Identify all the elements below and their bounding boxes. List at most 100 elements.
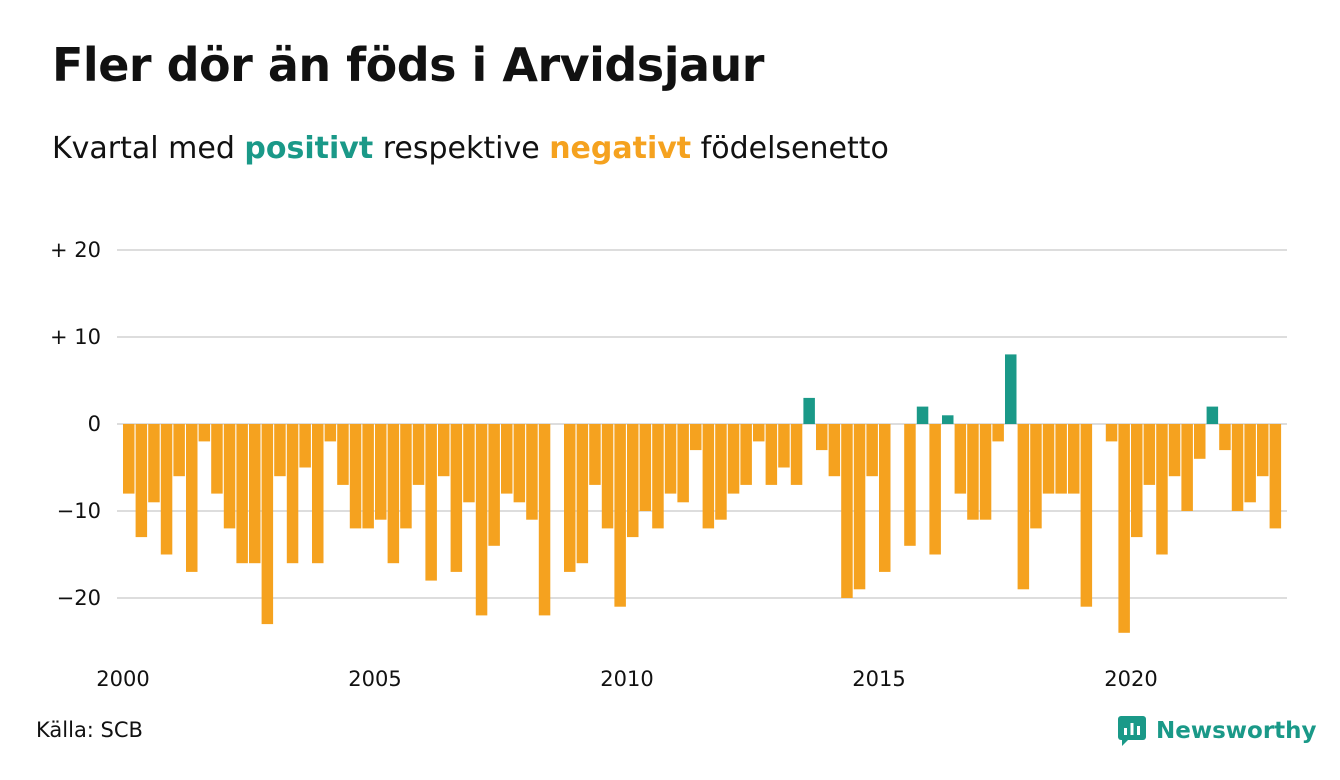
bar-negative [639,424,652,511]
bar-negative [274,424,286,477]
bar-negative [992,424,1004,442]
subtitle-negative-word: negativt [549,131,692,166]
bar-negative [450,424,463,572]
bar-negative [790,424,803,485]
bar-negative [816,424,828,451]
bar-negative [853,424,866,590]
bar-negative [954,424,967,494]
bar-positive [916,406,929,424]
bar-negative [249,424,261,564]
bar-negative [1042,424,1055,494]
bar-negative [526,424,538,520]
bar-negative [967,424,979,520]
bar-negative [753,424,765,442]
bar-negative [715,424,727,520]
subtitle-post: födelsenetto [691,131,889,166]
x-tick-label: 2010 [600,667,653,691]
subtitle-pre: Kvartal med [52,131,245,166]
x-axis-ticks: 2000 2005 2010 2015 2020 [96,667,1157,691]
bar-negative [841,424,853,598]
bar-negative [475,424,488,616]
bar-negative [1168,424,1181,477]
bar-negative [690,424,702,451]
bar-negative [211,424,223,494]
bar-negative [576,424,589,564]
bar-negative [501,424,513,494]
y-tick-label: + 20 [50,238,101,262]
bar-negative [198,424,211,442]
bar-negative [778,424,790,468]
subtitle-positive-word: positivt [244,131,374,166]
bar-negative [765,424,778,485]
bar-negative [1080,424,1093,607]
brand-logo[interactable]: Newsworthy [1118,714,1317,748]
bar-positive [803,397,815,424]
y-tick-label: 0 [88,412,101,436]
bar-negative [1143,424,1156,485]
bar-negative [148,424,160,503]
bar-negative [627,424,639,538]
bar-negative [979,424,992,520]
bar-negative [412,424,425,485]
bar-negative [513,424,526,503]
bar-negative [425,424,437,581]
bar-positive [1005,354,1017,424]
bar-negative [1131,424,1143,538]
bar-negative [463,424,475,503]
y-tick-label: + 10 [50,325,101,349]
bar-negative [400,424,412,529]
bar-negative [652,424,664,529]
bar-negative [223,424,236,529]
bar-negative [677,424,689,503]
source-note: Källa: SCB [36,718,143,742]
bar-negative [589,424,601,485]
x-tick-label: 2000 [96,667,149,691]
bar-negative [312,424,324,564]
bar-negative [1269,424,1282,529]
bar-negative [727,424,740,494]
y-tick-label: −20 [57,586,101,610]
bar-negative [1156,424,1168,555]
newsworthy-logo-icon [1118,716,1146,746]
bar-negative [135,424,148,538]
bar-positive [1206,406,1219,424]
bar-negative [261,424,274,625]
bar-negative [337,424,349,485]
bar-negative [286,424,299,564]
bar-negative [160,424,173,555]
x-tick-label: 2020 [1104,667,1157,691]
bar-negative [1257,424,1269,477]
bar-negative [299,424,311,468]
bar-negative [866,424,878,477]
bar-negative [488,424,500,546]
chart-subtitle: Kvartal med positivt respektive negativt… [52,131,889,166]
bar-negative [664,424,677,494]
bar-negative [375,424,387,520]
bar-negative [1068,424,1080,494]
bar-negative [1118,424,1130,633]
bar-negative [1055,424,1067,494]
bar-negative [387,424,400,564]
x-tick-label: 2015 [852,667,905,691]
x-tick-label: 2005 [348,667,401,691]
bar-negative [349,424,362,529]
bar-negative [1194,424,1206,459]
bar-negative [362,424,374,529]
bar-negative [929,424,941,555]
bar-negative [1030,424,1042,529]
bars [123,354,1282,633]
bar-negative [564,424,576,572]
bar-negative [879,424,891,572]
bar-negative [173,424,185,477]
bar-negative [740,424,752,485]
y-axis-ticks: + 20 + 10 0 −10 −20 [50,238,101,610]
bar-negative [538,424,551,616]
bar-negative [1231,424,1244,511]
bar-negative [1244,424,1256,503]
bar-negative [702,424,715,529]
bar-positive [942,415,954,424]
bar-negative [324,424,337,442]
y-tick-label: −10 [57,499,101,523]
bar-negative [236,424,248,564]
